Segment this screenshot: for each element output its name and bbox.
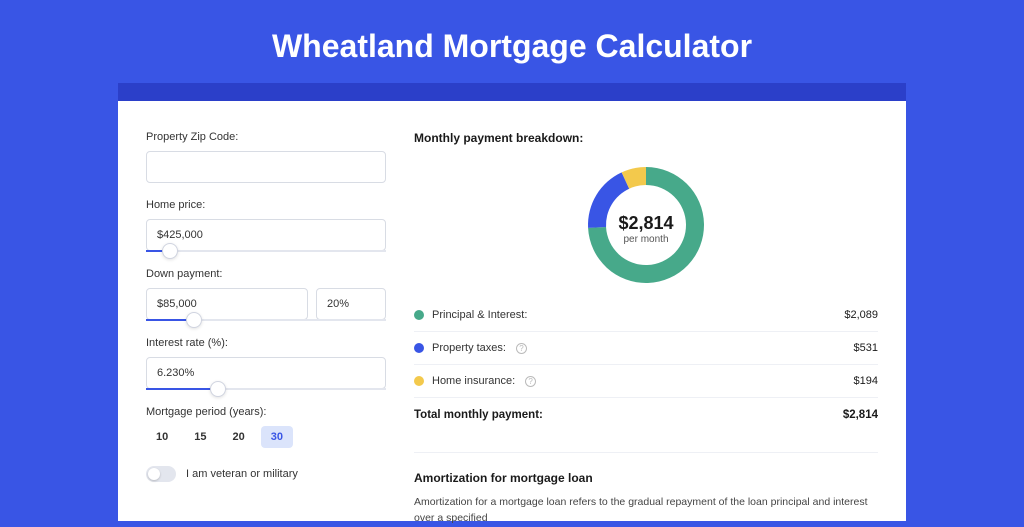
donut-sub: per month <box>618 234 673 245</box>
period-options: 10 15 20 30 <box>146 426 386 448</box>
calculator-card: Property Zip Code: Home price: Down paym… <box>118 101 906 521</box>
info-icon[interactable]: ? <box>525 376 536 387</box>
legend-value: $2,089 <box>844 309 878 321</box>
interest-rate-input[interactable] <box>146 357 386 389</box>
down-payment-slider[interactable] <box>146 319 386 321</box>
period-option-30[interactable]: 30 <box>261 426 293 448</box>
breakdown-title: Monthly payment breakdown: <box>414 131 878 145</box>
interest-rate-label: Interest rate (%): <box>146 337 386 349</box>
down-payment-input[interactable] <box>146 288 308 320</box>
breakdown-panel: Monthly payment breakdown: $2,814 per mo… <box>414 131 878 521</box>
period-option-15[interactable]: 15 <box>184 426 216 448</box>
legend-label: Home insurance: <box>432 375 515 387</box>
home-price-label: Home price: <box>146 199 386 211</box>
total-row: Total monthly payment: $2,814 <box>414 398 878 432</box>
legend-list: Principal & Interest: $2,089 Property taxe… <box>414 299 878 398</box>
home-price-slider[interactable] <box>146 250 386 252</box>
down-payment-label: Down payment: <box>146 268 386 280</box>
home-price-field-group: Home price: <box>146 199 386 252</box>
total-label: Total monthly payment: <box>414 409 543 421</box>
down-payment-slider-thumb[interactable] <box>186 312 202 328</box>
veteran-row: I am veteran or military <box>146 466 386 482</box>
down-payment-percent-input[interactable] <box>316 288 386 320</box>
legend-dot <box>414 343 424 353</box>
period-field-group: Mortgage period (years): 10 15 20 30 <box>146 406 386 448</box>
legend-dot <box>414 310 424 320</box>
interest-rate-slider-thumb[interactable] <box>210 381 226 397</box>
interest-rate-slider[interactable] <box>146 388 386 390</box>
veteran-toggle[interactable] <box>146 466 176 482</box>
header-accent-bar <box>118 83 906 101</box>
info-icon[interactable]: ? <box>516 343 527 354</box>
total-value: $2,814 <box>843 409 878 421</box>
legend-value: $194 <box>854 375 878 387</box>
amortization-text: Amortization for a mortgage loan refers … <box>414 495 878 527</box>
donut-amount: $2,814 <box>618 213 673 234</box>
form-panel: Property Zip Code: Home price: Down paym… <box>146 131 386 521</box>
donut-center: $2,814 per month <box>618 213 673 245</box>
amortization-section: Amortization for mortgage loan Amortizat… <box>414 452 878 527</box>
legend-row: Home insurance:? $194 <box>414 365 878 398</box>
legend-label: Property taxes: <box>432 342 506 354</box>
amortization-title: Amortization for mortgage loan <box>414 471 878 485</box>
interest-rate-slider-fill <box>146 388 218 390</box>
period-label: Mortgage period (years): <box>146 406 386 418</box>
legend-value: $531 <box>854 342 878 354</box>
interest-rate-field-group: Interest rate (%): <box>146 337 386 390</box>
legend-label: Principal & Interest: <box>432 309 527 321</box>
period-option-20[interactable]: 20 <box>223 426 255 448</box>
home-price-slider-thumb[interactable] <box>162 243 178 259</box>
page-title: Wheatland Mortgage Calculator <box>0 0 1024 83</box>
zip-input[interactable] <box>146 151 386 183</box>
legend-row: Principal & Interest: $2,089 <box>414 299 878 332</box>
legend-row: Property taxes:? $531 <box>414 332 878 365</box>
home-price-input[interactable] <box>146 219 386 251</box>
donut-chart: $2,814 per month <box>414 159 878 299</box>
zip-field-group: Property Zip Code: <box>146 131 386 183</box>
legend-dot <box>414 376 424 386</box>
period-option-10[interactable]: 10 <box>146 426 178 448</box>
veteran-label: I am veteran or military <box>186 468 298 480</box>
down-payment-field-group: Down payment: <box>146 268 386 321</box>
zip-label: Property Zip Code: <box>146 131 386 143</box>
